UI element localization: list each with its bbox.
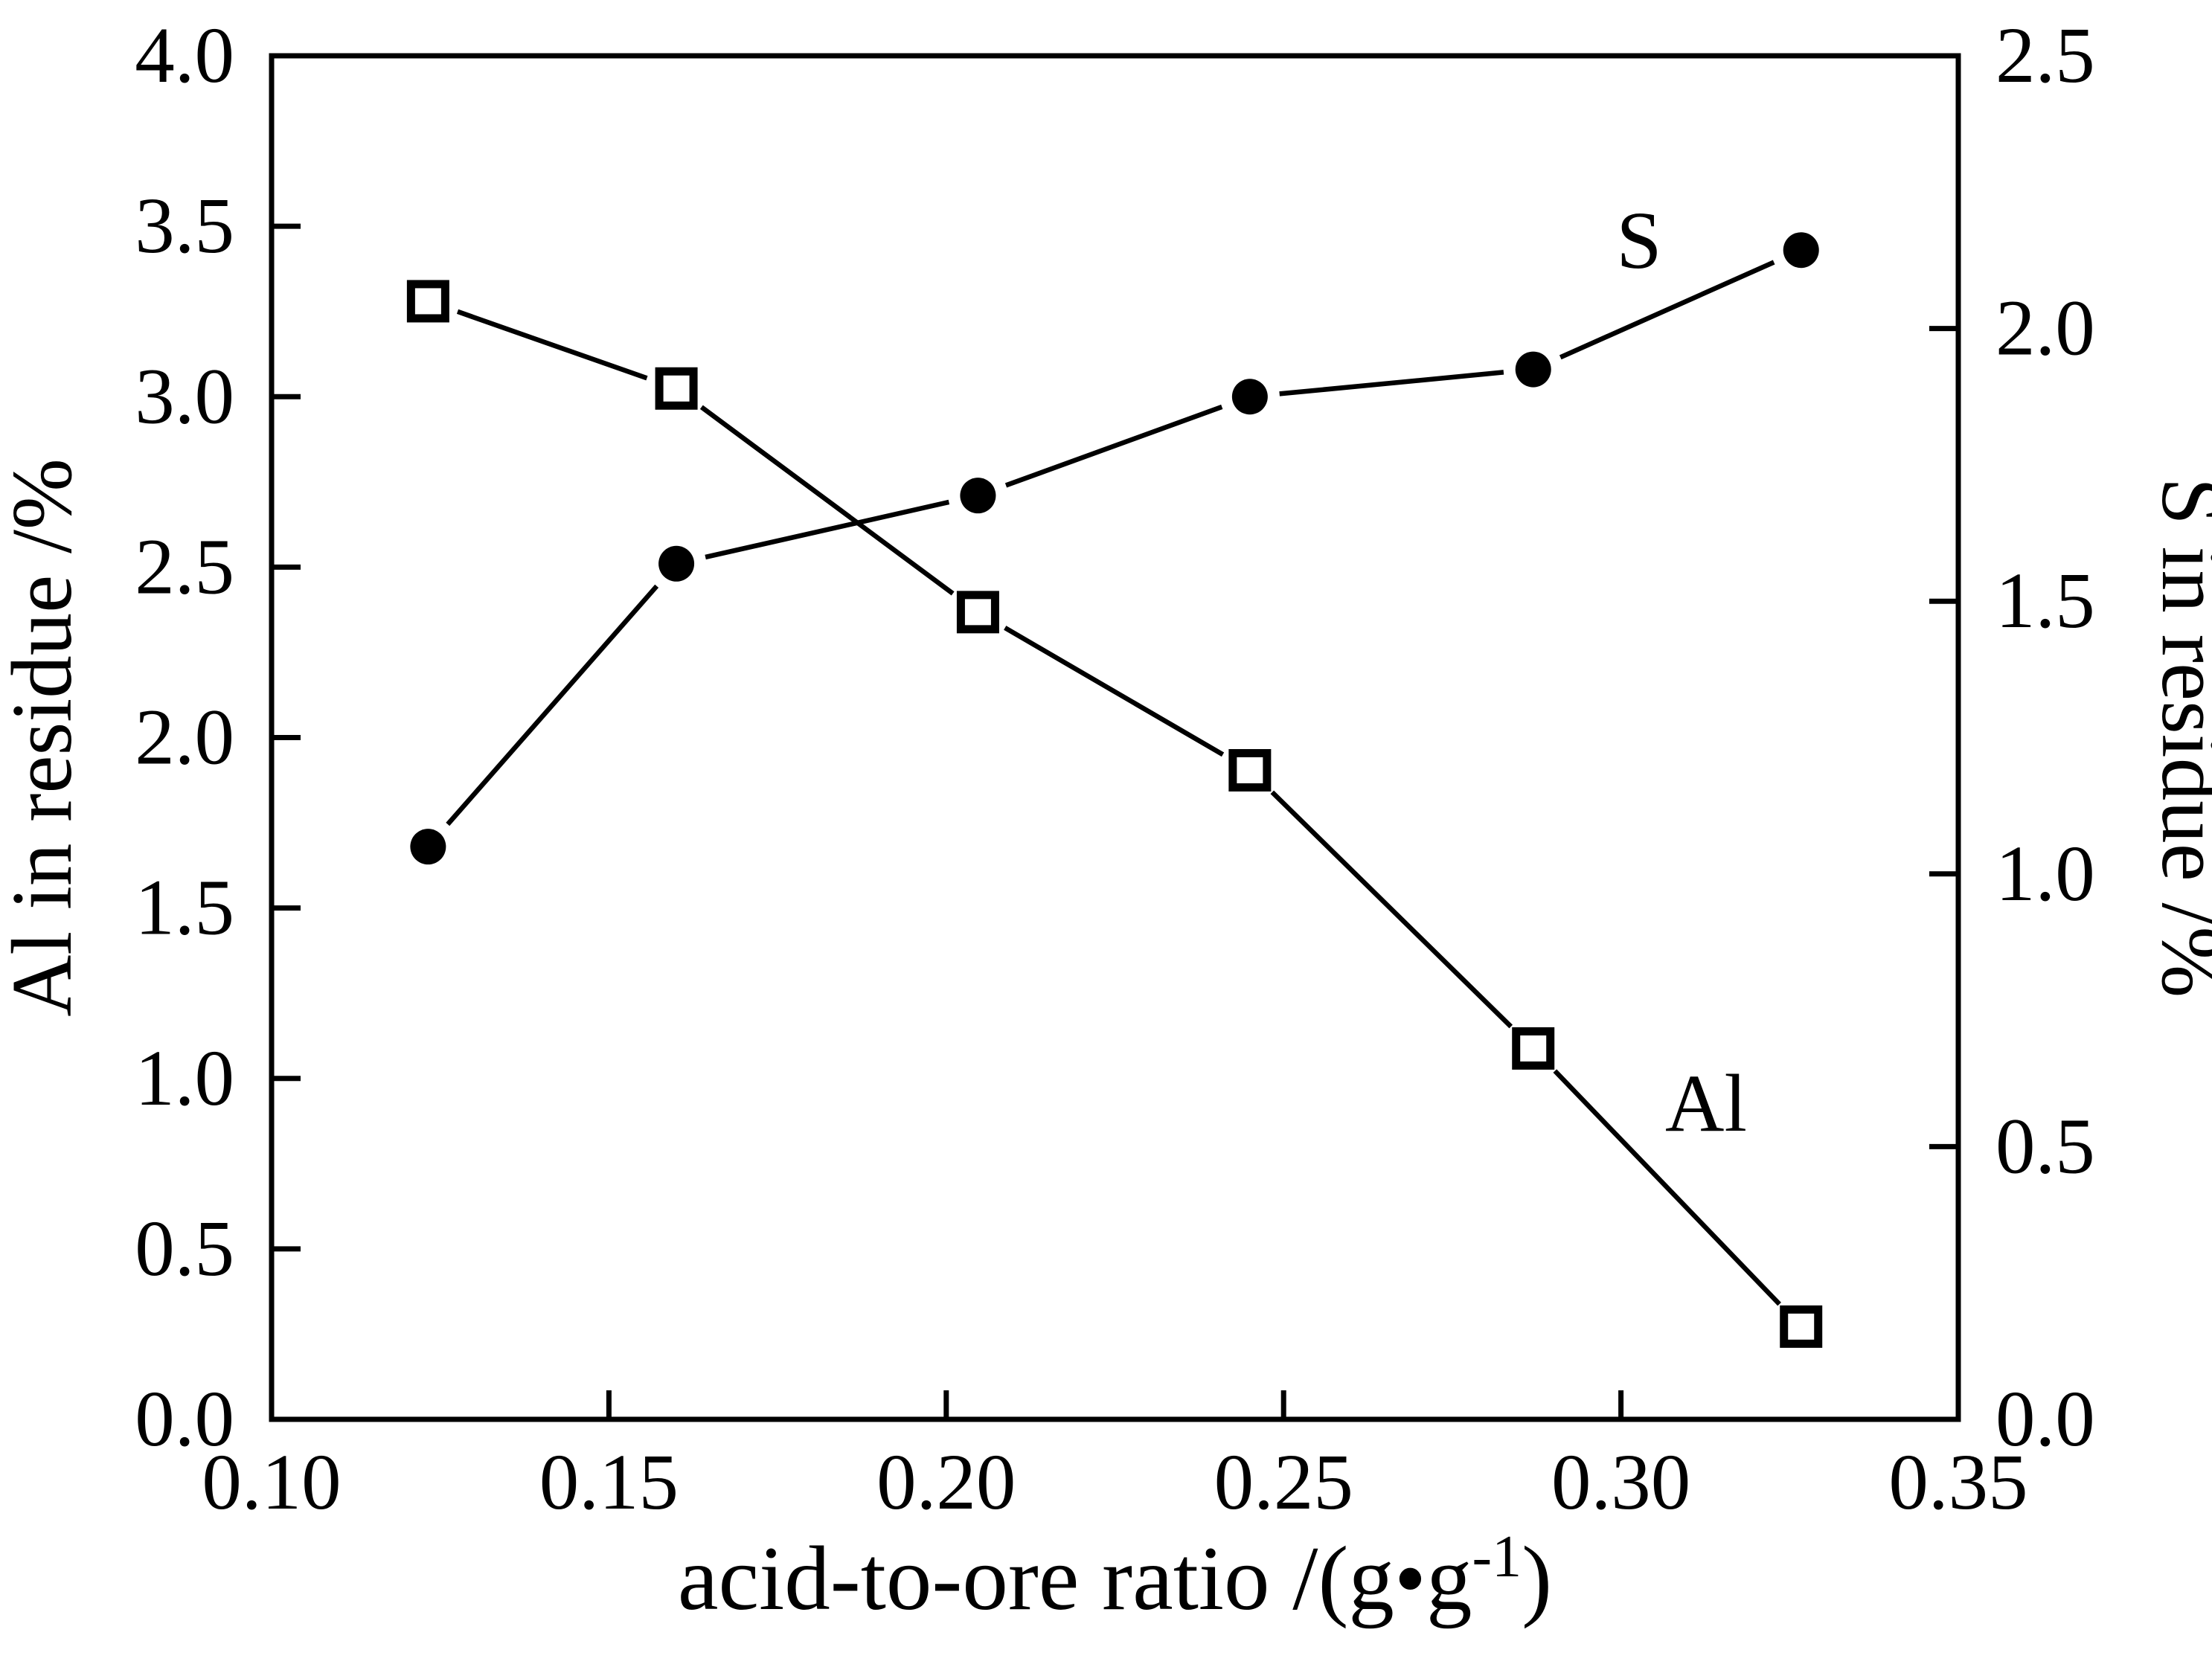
svg-text:3.5: 3.5 — [135, 182, 234, 270]
svg-text:0.5: 0.5 — [135, 1205, 234, 1293]
svg-text:0.0: 0.0 — [1995, 1375, 2095, 1463]
svg-text:0.5: 0.5 — [1995, 1102, 2095, 1190]
svg-text:2.0: 2.0 — [135, 694, 234, 782]
svg-text:0.25: 0.25 — [1214, 1439, 1353, 1526]
svg-text:Al in residue /%: Al in residue /% — [0, 458, 89, 1017]
svg-text:Al: Al — [1665, 1058, 1747, 1149]
svg-text:1.5: 1.5 — [135, 864, 234, 952]
svg-text:2.5: 2.5 — [1995, 12, 2095, 100]
svg-text:S: S — [1616, 195, 1661, 286]
svg-text:S in residue /%: S in residue /% — [2144, 478, 2212, 998]
svg-text:3.0: 3.0 — [135, 353, 234, 440]
svg-text:0.15: 0.15 — [539, 1439, 679, 1526]
svg-text:0.20: 0.20 — [876, 1439, 1016, 1526]
svg-text:1.0: 1.0 — [1995, 830, 2095, 918]
svg-text:0.0: 0.0 — [135, 1375, 234, 1463]
svg-text:acid-to-ore ratio /(g•g-1): acid-to-ore ratio /(g•g-1) — [678, 1524, 1552, 1629]
svg-text:2.0: 2.0 — [1995, 285, 2095, 373]
svg-text:1.0: 1.0 — [135, 1035, 234, 1123]
svg-text:2.5: 2.5 — [135, 523, 234, 611]
svg-text:4.0: 4.0 — [135, 12, 234, 100]
svg-text:0.30: 0.30 — [1551, 1439, 1690, 1526]
svg-text:1.5: 1.5 — [1995, 557, 2095, 645]
